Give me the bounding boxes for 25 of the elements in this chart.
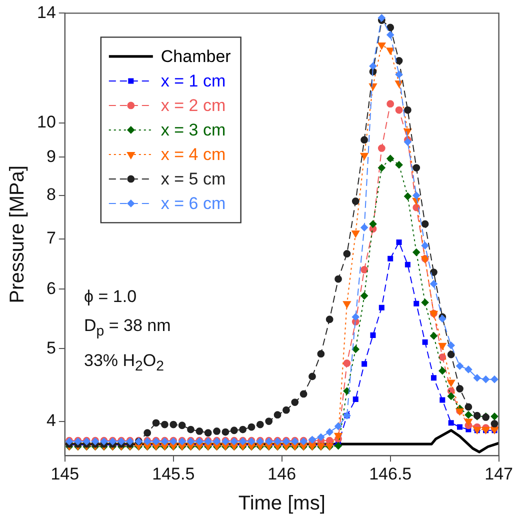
x-tick-label: 145 <box>50 464 80 484</box>
legend-label: x = 1 cm <box>160 72 226 91</box>
y-axis-title: Pressure [MPa] <box>6 165 29 304</box>
y-tick-label: 7 <box>46 228 56 248</box>
legend-label: x = 4 cm <box>160 145 226 164</box>
annotation: ϕ = 1.0 <box>84 286 138 308</box>
x-axis-title: Time [ms] <box>238 492 326 515</box>
y-tick-label: 14 <box>36 2 56 22</box>
y-tick-label: 5 <box>46 338 56 358</box>
x-tick-label: 147 <box>484 464 514 484</box>
x-tick-label: 145.5 <box>152 464 195 484</box>
y-tick-label: 6 <box>46 278 56 298</box>
y-tick-label: 4 <box>46 410 56 430</box>
annotation: 33% H$_{2}$O$_{2}$ <box>84 350 166 377</box>
legend-label: x = 3 cm <box>160 120 226 140</box>
legend-label: x = 2 cm <box>160 96 226 116</box>
y-tick-label: 10 <box>36 112 56 132</box>
legend-label: x = 6 cm <box>160 194 226 214</box>
y-tick-label: 9 <box>46 146 56 166</box>
legend-label: x = 5 cm <box>160 170 226 189</box>
x-tick-label: 146 <box>268 464 296 484</box>
legend-label: Chamber <box>160 47 232 66</box>
x-tick-label: 146.5 <box>369 464 412 484</box>
annotation: D$_{p}$ = 38 nm <box>84 315 171 342</box>
y-tick-label: 8 <box>46 185 56 204</box>
